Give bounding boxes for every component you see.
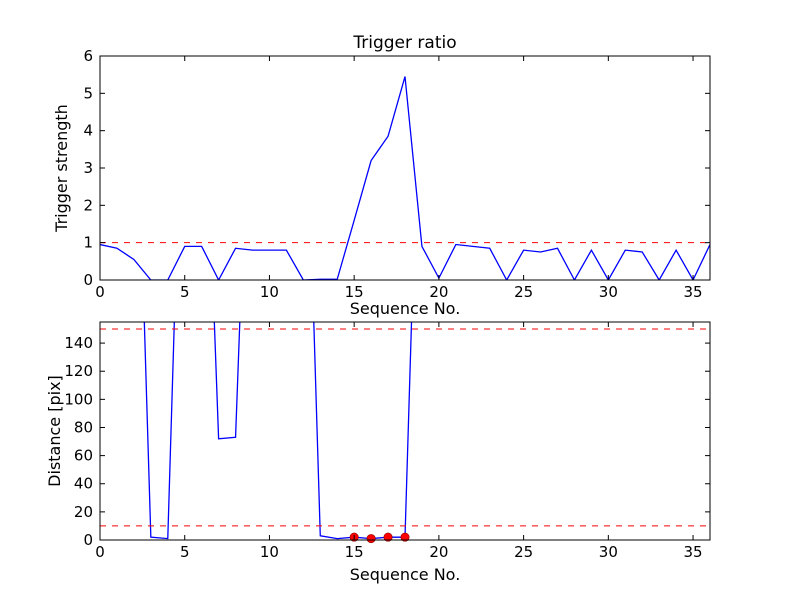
x-tick-label: 35 — [684, 283, 703, 301]
x-tick-label: 30 — [599, 543, 618, 561]
y-tick-label: 0 — [83, 271, 93, 289]
x-tick-label: 5 — [180, 543, 190, 561]
x-tick-label: 30 — [599, 283, 618, 301]
data-marker — [400, 532, 410, 542]
x-tick-label: 15 — [345, 283, 364, 301]
x-tick-label: 25 — [514, 543, 533, 561]
series-line-trigger-strength — [100, 76, 710, 280]
y-tick-label: 100 — [64, 390, 93, 408]
y-tick-label: 120 — [64, 362, 93, 380]
y-tick-label: 140 — [64, 334, 93, 352]
y-tick-label: 3 — [83, 159, 93, 177]
x-tick-label: 10 — [260, 283, 279, 301]
chart-title: Trigger ratio — [353, 33, 457, 53]
x-tick-label: 0 — [95, 543, 105, 561]
x-tick-label: 20 — [429, 543, 448, 561]
y-tick-label: 80 — [74, 418, 93, 436]
data-marker — [366, 534, 376, 544]
data-marker — [383, 532, 393, 542]
top-x-axis-label: Sequence No. — [349, 299, 461, 318]
axes-border — [99, 321, 711, 541]
x-tick-label: 5 — [180, 283, 190, 301]
x-tick-label: 15 — [345, 543, 364, 561]
bottom-y-axis-label: Distance [pix] — [45, 375, 64, 487]
y-tick-label: 20 — [74, 503, 93, 521]
y-tick-label: 40 — [74, 475, 93, 493]
y-tick-label: 1 — [83, 234, 93, 252]
bottom-x-axis-label: Sequence No. — [349, 565, 461, 584]
y-tick-label: 6 — [83, 47, 93, 65]
y-tick-label: 4 — [83, 122, 93, 140]
y-tick-label: 5 — [83, 84, 93, 102]
y-tick-label: 2 — [83, 196, 93, 214]
x-tick-label: 35 — [684, 543, 703, 561]
x-tick-label: 0 — [95, 283, 105, 301]
y-tick-label: 0 — [83, 531, 93, 549]
top-y-axis-label: Trigger strength — [52, 104, 71, 232]
x-tick-label: 10 — [260, 543, 279, 561]
y-tick-label: 60 — [74, 447, 93, 465]
x-tick-label: 20 — [429, 283, 448, 301]
x-tick-label: 25 — [514, 283, 533, 301]
